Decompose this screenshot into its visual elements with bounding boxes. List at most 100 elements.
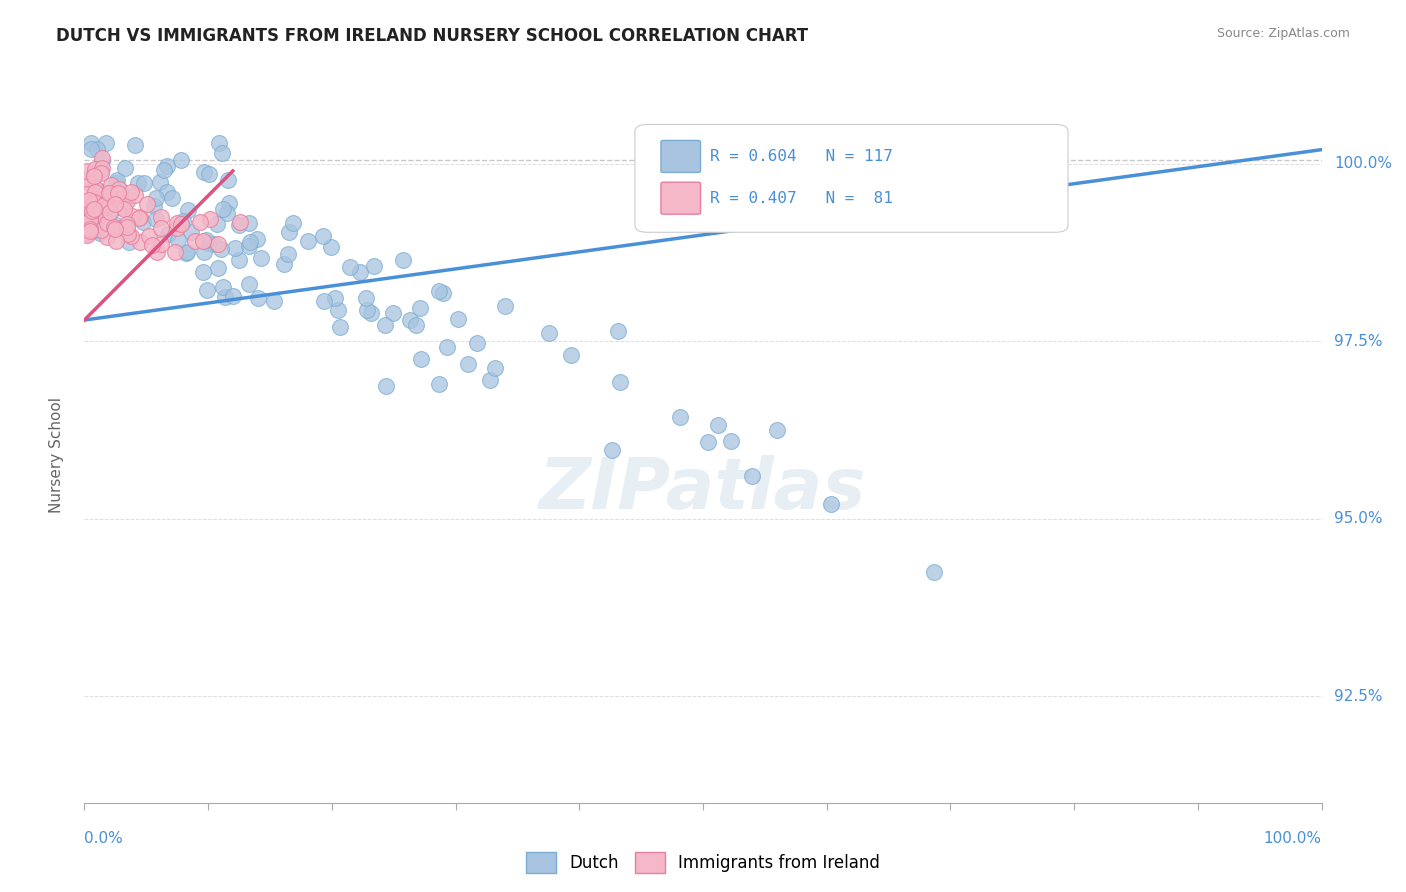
Point [83,165,105,179]
Point [96,216,118,230]
Point [112,202,135,216]
Point [228,218,250,232]
Point [246,292,269,306]
Point [131,215,153,229]
Point [312,229,335,244]
Text: 100.0%: 100.0% [1264,830,1322,846]
Point [120,185,142,199]
Point [176,244,198,259]
Point [172,214,194,228]
Point [89,208,111,222]
Point [600,442,623,457]
Point [238,216,260,230]
Point [117,227,139,242]
Point [120,229,142,244]
Legend: Dutch, Immigrants from Ireland: Dutch, Immigrants from Ireland [519,846,887,880]
Point [76,197,98,211]
Point [922,566,945,580]
Point [76,196,98,211]
Point [360,306,382,320]
Point [143,198,166,212]
Point [115,219,138,234]
Point [87,195,110,210]
Point [354,291,377,305]
Point [76,228,98,243]
Point [193,244,215,259]
Point [110,221,132,235]
Point [229,215,252,229]
Point [104,197,127,211]
Point [105,176,128,190]
Point [117,217,139,231]
Point [111,200,134,214]
Point [83,185,105,199]
Point [91,153,114,168]
Point [263,293,285,308]
Point [465,336,488,351]
Point [374,318,396,332]
Text: R = 0.407   N =  81: R = 0.407 N = 81 [710,191,893,206]
Point [84,181,107,195]
Point [76,205,98,219]
Point [696,435,718,450]
Point [93,197,115,211]
Point [194,233,217,247]
Point [153,163,176,178]
Point [104,235,127,249]
Point [114,161,136,175]
Point [207,261,229,276]
Point [79,222,101,236]
Text: R = 0.604   N = 117: R = 0.604 N = 117 [710,149,893,164]
Point [138,228,160,243]
Y-axis label: Nursery School: Nursery School [49,397,63,513]
Point [98,205,121,219]
Point [77,219,100,233]
Point [132,176,155,190]
Point [121,209,143,223]
Point [297,235,319,249]
Point [83,198,105,212]
Point [228,253,250,268]
Point [135,196,157,211]
Text: 92.5%: 92.5% [1334,689,1382,704]
Point [79,212,101,227]
Point [160,191,183,205]
Point [104,201,127,215]
Point [214,290,236,304]
Point [129,235,152,249]
Point [184,234,207,248]
Point [103,219,125,234]
Text: DUTCH VS IMMIGRANTS FROM IRELAND NURSERY SCHOOL CORRELATION CHART: DUTCH VS IMMIGRANTS FROM IRELAND NURSERY… [56,27,808,45]
Point [124,137,146,152]
Point [167,234,190,248]
Point [79,213,101,227]
Point [149,176,172,190]
Point [174,246,197,260]
Point [100,178,122,193]
Point [157,227,180,242]
Point [669,409,692,424]
Point [409,301,432,315]
Point [76,164,98,178]
Point [457,357,479,371]
Point [211,145,233,160]
Point [537,326,560,340]
Point [90,223,112,237]
Point [382,306,405,320]
Point [250,251,273,265]
Point [76,172,98,186]
Point [326,303,349,318]
Point [76,211,98,226]
Text: ZIPatlas: ZIPatlas [540,455,866,524]
Point [128,211,150,225]
Point [741,468,763,483]
Point [76,175,98,189]
Point [484,361,506,376]
Point [156,159,179,173]
Point [411,352,433,367]
Point [239,235,262,249]
Point [209,242,232,256]
Point [277,225,299,239]
Point [86,193,108,207]
Point [191,234,214,248]
